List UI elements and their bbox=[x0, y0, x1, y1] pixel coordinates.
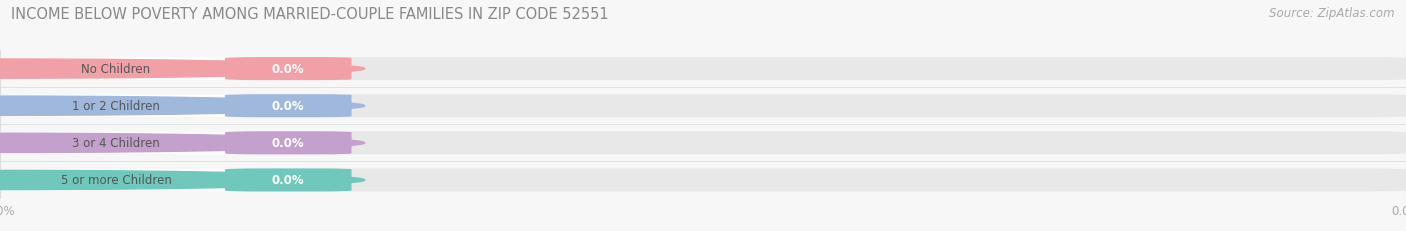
Text: INCOME BELOW POVERTY AMONG MARRIED-COUPLE FAMILIES IN ZIP CODE 52551: INCOME BELOW POVERTY AMONG MARRIED-COUPL… bbox=[11, 7, 609, 22]
Text: 0.0%: 0.0% bbox=[271, 174, 305, 187]
FancyBboxPatch shape bbox=[0, 169, 1406, 192]
FancyBboxPatch shape bbox=[0, 95, 1406, 118]
FancyBboxPatch shape bbox=[0, 132, 1406, 155]
FancyBboxPatch shape bbox=[0, 169, 262, 192]
FancyBboxPatch shape bbox=[225, 95, 352, 118]
Circle shape bbox=[0, 170, 364, 190]
Circle shape bbox=[0, 60, 364, 79]
Text: 1 or 2 Children: 1 or 2 Children bbox=[72, 100, 160, 113]
FancyBboxPatch shape bbox=[225, 58, 352, 81]
Text: No Children: No Children bbox=[82, 63, 150, 76]
Circle shape bbox=[0, 134, 364, 153]
FancyBboxPatch shape bbox=[225, 169, 352, 192]
Text: 0.0%: 0.0% bbox=[271, 63, 305, 76]
Text: Source: ZipAtlas.com: Source: ZipAtlas.com bbox=[1270, 7, 1395, 20]
Circle shape bbox=[0, 97, 364, 116]
Text: 0.0%: 0.0% bbox=[271, 137, 305, 150]
Text: 3 or 4 Children: 3 or 4 Children bbox=[72, 137, 160, 150]
Text: 5 or more Children: 5 or more Children bbox=[60, 174, 172, 187]
FancyBboxPatch shape bbox=[225, 132, 352, 155]
FancyBboxPatch shape bbox=[0, 58, 262, 81]
FancyBboxPatch shape bbox=[0, 95, 262, 118]
Text: 0.0%: 0.0% bbox=[271, 100, 305, 113]
FancyBboxPatch shape bbox=[0, 132, 262, 155]
FancyBboxPatch shape bbox=[0, 58, 1406, 81]
